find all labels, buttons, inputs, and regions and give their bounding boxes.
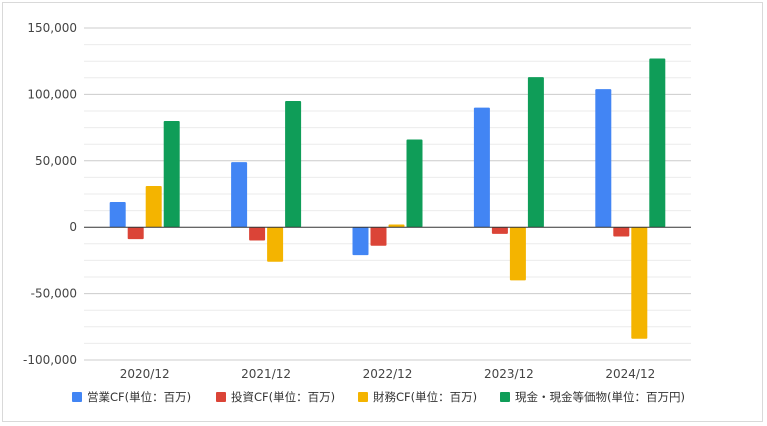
x-tick-label: 2024/12 xyxy=(605,367,655,381)
bar-2-2024-12 xyxy=(613,227,630,237)
bar-4-2024-12 xyxy=(649,58,666,228)
legend-swatch xyxy=(358,392,368,402)
legend-label: 営業CF(単位：百万) xyxy=(87,390,191,404)
bar-4-2022-12 xyxy=(406,139,423,228)
y-tick-label: 50,000 xyxy=(35,154,77,168)
bar-3-2021-12 xyxy=(267,227,284,262)
bar-1-2022-12 xyxy=(352,227,369,256)
bar-1-2023-12 xyxy=(473,107,490,228)
x-tick-label: 2022/12 xyxy=(363,367,413,381)
chart-frame xyxy=(2,2,763,422)
x-tick-label: 2020/12 xyxy=(120,367,170,381)
bars xyxy=(109,58,666,339)
bar-3-2020-12 xyxy=(145,186,162,228)
y-tick-label: 0 xyxy=(69,220,77,234)
legend-label: 現金・現金等価物(単位：百万円) xyxy=(515,390,685,404)
bar-2-2020-12 xyxy=(127,227,144,240)
legend: 営業CF(単位：百万) 投資CF(単位：百万) 財務CF(単位：百万) 現金・現金等価… xyxy=(72,390,685,404)
legend-swatch xyxy=(500,392,510,402)
bar-2-2023-12 xyxy=(491,227,508,234)
bar-3-2023-12 xyxy=(509,227,526,281)
x-tick-label: 2023/12 xyxy=(484,367,534,381)
grid-lines xyxy=(84,27,691,361)
y-tick-label: -100,000 xyxy=(23,353,77,367)
legend-label: 投資CF(単位：百万) xyxy=(231,390,335,404)
bar-1-2021-12 xyxy=(231,162,248,228)
bar-2-2022-12 xyxy=(370,227,387,246)
legend-label: 財務CF(単位：百万) xyxy=(373,390,477,404)
bar-4-2021-12 xyxy=(285,101,302,228)
legend-swatch xyxy=(72,392,82,402)
bar-4-2020-12 xyxy=(163,120,180,228)
x-axis-tick-labels: 2020/12 2021/12 2022/12 2023/12 2024/12 xyxy=(120,367,655,381)
bar-2-2021-12 xyxy=(249,227,266,241)
bar-4-2023-12 xyxy=(527,77,544,228)
bar-1-2020-12 xyxy=(109,201,126,228)
bar-3-2022-12 xyxy=(388,224,405,228)
y-tick-label: 150,000 xyxy=(27,21,77,35)
x-tick-label: 2021/12 xyxy=(241,367,291,381)
y-axis-tick-labels: -100,000 -50,000 0 50,000 100,000 150,000 xyxy=(23,21,77,367)
y-tick-label: 100,000 xyxy=(27,87,77,101)
bar-3-2024-12 xyxy=(631,227,648,339)
bar-1-2024-12 xyxy=(595,89,612,228)
y-tick-label: -50,000 xyxy=(31,287,77,301)
legend-swatch xyxy=(216,392,226,402)
